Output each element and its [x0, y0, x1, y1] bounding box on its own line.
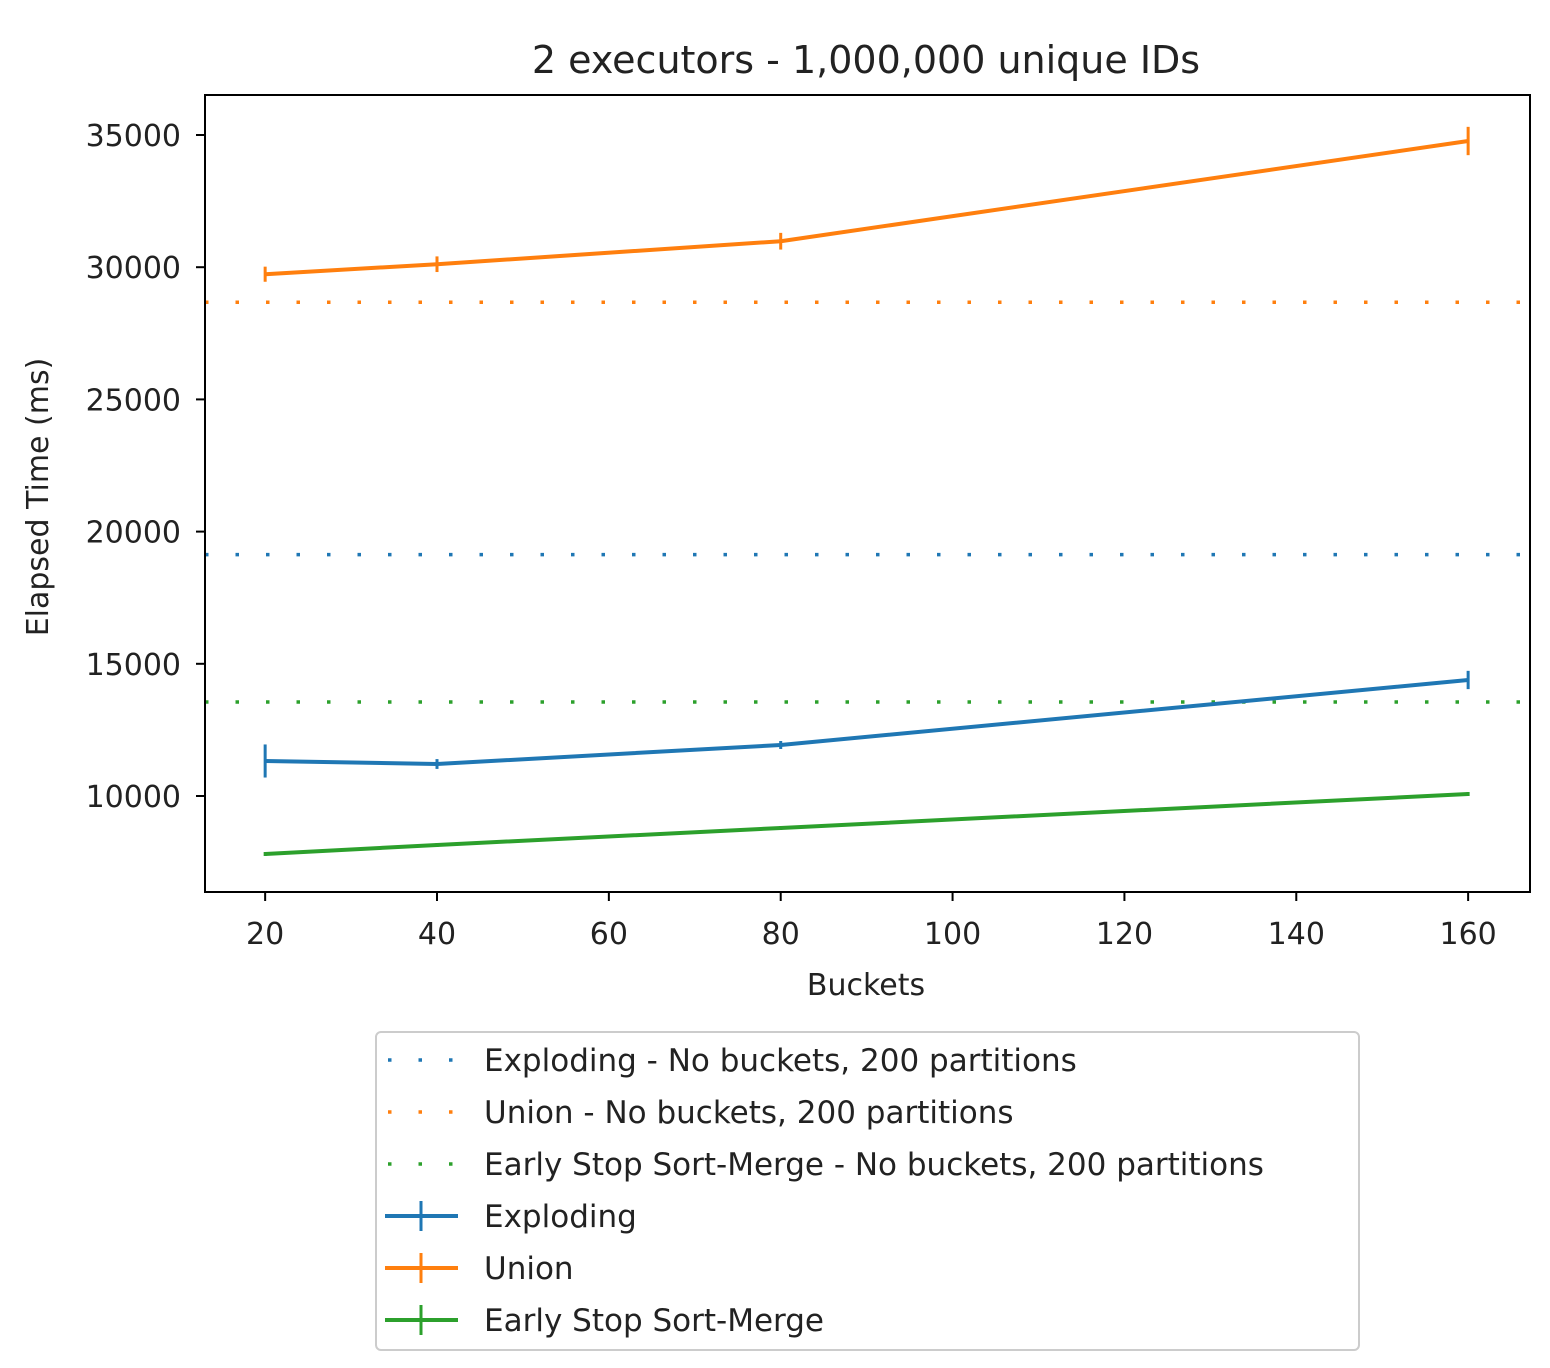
- x-tick-label: 100: [924, 917, 981, 952]
- legend: Exploding - No buckets, 200 partitions Un…: [375, 1031, 1360, 1351]
- series-line: [265, 791, 1469, 857]
- x-tick-label: 120: [1096, 917, 1153, 952]
- legend-label: Exploding - No buckets, 200 partitions: [484, 1043, 1077, 1079]
- y-axis-label: Elapsed Time (ms): [21, 358, 56, 637]
- series-line: [265, 139, 1469, 277]
- x-axis-label: Buckets: [807, 968, 925, 1003]
- x-tick-label: 40: [418, 917, 456, 952]
- x-tick-label: 80: [762, 917, 800, 952]
- y-tick-label: 35000: [86, 119, 181, 154]
- chart-title: 2 executors - 1,000,000 unique IDs: [532, 38, 1200, 82]
- plot-area-frame: [204, 94, 1531, 893]
- legend-box: [375, 1031, 1360, 1351]
- x-tick-label: 160: [1439, 917, 1496, 952]
- legend-label: Union - No buckets, 200 partitions: [484, 1095, 1014, 1131]
- series-line: [265, 677, 1469, 767]
- y-tick-label: 20000: [86, 516, 181, 551]
- y-tick-label: 15000: [86, 648, 181, 683]
- legend-label: Early Stop Sort-Merge: [484, 1303, 824, 1339]
- x-tick-label: 20: [246, 917, 284, 952]
- x-tick-label: 60: [590, 917, 628, 952]
- x-tick-label: 140: [1268, 917, 1325, 952]
- legend-label: Exploding: [484, 1199, 637, 1235]
- y-tick-label: 10000: [86, 780, 181, 815]
- legend-label: Union: [484, 1251, 574, 1287]
- y-tick-label: 30000: [86, 251, 181, 286]
- y-tick-label: 25000: [86, 383, 181, 418]
- legend-label: Early Stop Sort-Merge - No buckets, 200 …: [484, 1147, 1264, 1183]
